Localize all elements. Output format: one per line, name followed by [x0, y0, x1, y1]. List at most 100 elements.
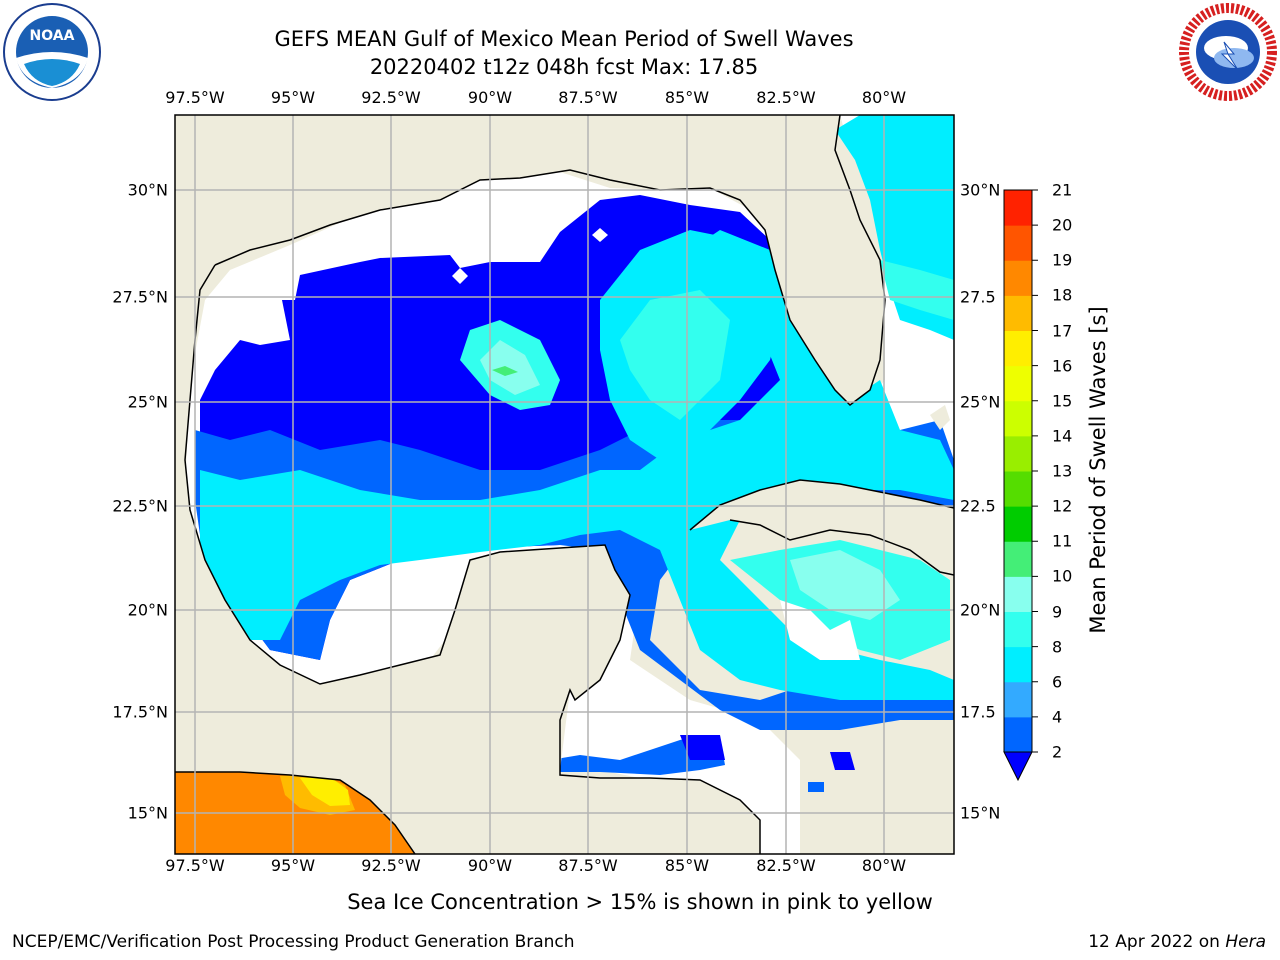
colorbar-tick-label: 8 [1052, 637, 1063, 657]
nodata-blob [442, 585, 458, 601]
colorbar-tick-label: 14 [1052, 426, 1073, 446]
colorbar-segment [1004, 541, 1032, 577]
nodata-blob [452, 268, 468, 284]
colorbar-segment [1004, 400, 1032, 437]
colorbar-extend-arrow [1003, 751, 1033, 782]
colorbar-tick-label: 21 [1052, 180, 1073, 200]
nodata-blob [205, 290, 290, 350]
lat-tick-right: 17.5 [960, 702, 996, 722]
land-mexico [175, 115, 615, 854]
lon-tick-bottom: 92.5°W [361, 856, 421, 875]
lon-tick-bottom: 85°W [664, 856, 710, 875]
colorbar-segment [1004, 611, 1032, 648]
colorbar-segment [1004, 295, 1032, 331]
lon-tick-top: 82.5°W [756, 88, 816, 107]
colorbar-tick-label: 4 [1052, 707, 1063, 727]
machine-name: Hera [1225, 932, 1266, 952]
colorbar-tick-label: 13 [1052, 461, 1073, 481]
lat-tick-left: 25°N [127, 392, 168, 412]
noaa-logo: NOAA [3, 3, 101, 101]
colorbar-segment [1004, 190, 1032, 226]
colorbar-segment [1004, 365, 1032, 402]
nodata-blob [392, 565, 408, 581]
svg-text:NOAA: NOAA [30, 28, 75, 44]
colorbar-segment [1004, 646, 1032, 683]
colorbar-tick-label: 18 [1052, 285, 1073, 305]
colorbar-segment [1004, 330, 1032, 367]
colorbar-segment [1004, 435, 1032, 472]
land-bahamas [930, 405, 950, 430]
colorbar-tick-label: 10 [1052, 566, 1073, 586]
swell-band-caribbean-small [808, 782, 824, 792]
swell-band-atlantic-lighter [880, 260, 954, 320]
colorbar-tick-label: 9 [1052, 602, 1063, 621]
colorbar-tick-label: 16 [1052, 356, 1073, 376]
graticule [175, 115, 954, 854]
nodata-blob [412, 585, 428, 601]
colorbar-segment [1004, 576, 1032, 612]
swell-band-pacific-15s [300, 777, 350, 806]
nodata-blob [592, 228, 608, 242]
swell-band-central-10s [492, 366, 518, 376]
lon-tick-bottom: 95°W [270, 856, 316, 875]
nws-logo [1179, 3, 1277, 101]
lat-tick-left: 22.5°N [112, 496, 168, 516]
lat-tick-right: 20°N [960, 600, 1001, 620]
lat-tick-right: 25°N [960, 392, 1001, 412]
colorbar-tick-label: 15 [1052, 391, 1073, 411]
lon-tick-bottom: 90°W [467, 856, 513, 875]
lat-tick-right: 22.5 [960, 496, 996, 516]
lon-tick-top: 90°W [467, 88, 513, 107]
swell-band-eastgulf-8s [620, 290, 730, 420]
colorbar-segment [1004, 506, 1032, 542]
colorbar-label: Mean Period of Swell Waves [s] [1086, 306, 1110, 634]
colorbar-segment [1004, 260, 1032, 296]
lat-tick-right: 30°N [960, 180, 1001, 200]
lat-tick-left: 15°N [127, 803, 168, 823]
swell-band-central-9s [480, 340, 540, 395]
colorbar-tick-label: 6 [1052, 672, 1063, 692]
lon-tick-top: 97.5°W [165, 88, 225, 107]
swell-band-honduras-deep [680, 735, 725, 760]
colorbar-tick-label: 19 [1052, 250, 1073, 270]
colorbar-tick-label: 17 [1052, 321, 1073, 340]
lon-tick-top: 85°W [664, 88, 710, 107]
land-cuba [690, 480, 954, 575]
lat-tick-right: 15°N [960, 803, 1001, 823]
colorbar-segment [1004, 681, 1032, 718]
lon-tick-top: 87.5°W [558, 88, 618, 107]
colorbar-segment [1004, 225, 1032, 261]
colorbar-tick-label: 11 [1052, 531, 1073, 551]
colorbar [1003, 189, 1038, 782]
map-frame [174, 114, 955, 855]
chart-subtitle: 20220402 t12z 048h fcst Max: 17.85 [369, 55, 759, 79]
land-yucatan [560, 545, 630, 700]
nodata-blob [780, 600, 860, 660]
credit-text: NCEP/EMC/Verification Post Processing Pr… [12, 932, 575, 952]
map-field [175, 115, 954, 854]
sea-ice-note: Sea Ice Concentration > 15% is shown in … [347, 890, 933, 914]
chart-title: GEFS MEAN Gulf of Mexico Mean Period of … [274, 27, 854, 51]
lat-tick-left: 17.5°N [112, 702, 168, 722]
swell-band-6s [200, 230, 954, 700]
swell-band-caribbean-small [830, 752, 855, 770]
colorbar-tick-label: 2 [1052, 742, 1063, 762]
swell-band-honduras [550, 735, 725, 775]
colorbar-segment [1004, 471, 1032, 507]
colorbar-tick-label: 12 [1052, 496, 1073, 516]
lon-tick-top: 95°W [270, 88, 316, 107]
date-label: 12 Apr 2022 on [1088, 932, 1220, 952]
swell-band-caribbean-9s [790, 550, 900, 620]
lat-tick-left: 20°N [127, 600, 168, 620]
colorbar-segment [1004, 716, 1032, 753]
date-text: 12 Apr 2022 on Hera [1088, 932, 1266, 952]
lon-tick-bottom: 87.5°W [558, 856, 618, 875]
lon-tick-top: 92.5°W [361, 88, 421, 107]
lat-tick-right: 27.5 [960, 287, 996, 307]
land-honduras [560, 775, 760, 854]
lat-tick-left: 30°N [127, 180, 168, 200]
lon-tick-bottom: 80°W [861, 856, 907, 875]
colorbar-tick-label: 20 [1052, 215, 1073, 235]
lon-tick-top: 80°W [861, 88, 907, 107]
